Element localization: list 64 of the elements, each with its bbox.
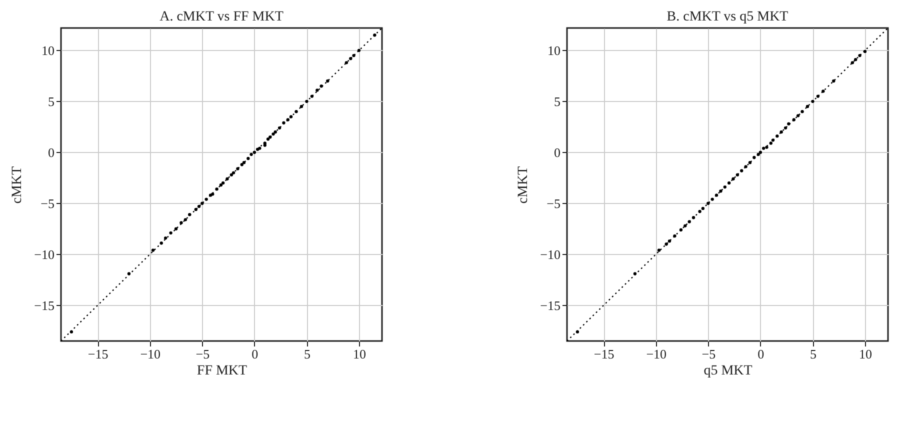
point [784, 126, 788, 130]
chart-title: B. cMKT vs q5 MKT [666, 9, 789, 24]
point [180, 221, 183, 224]
point [278, 126, 282, 130]
x-tick-label: 10 [352, 346, 366, 362]
point [832, 79, 836, 83]
point [684, 224, 687, 228]
y-tick-label: −15 [34, 298, 54, 313]
x-axis-title: q5 MKT [704, 364, 753, 378]
point [151, 248, 155, 252]
y-tick-label: −5 [546, 196, 560, 211]
x-tick-label: 10 [858, 346, 872, 362]
x-tick-label: −5 [196, 346, 210, 362]
x-tick-label: −10 [140, 346, 161, 362]
point [732, 177, 735, 180]
y-tick-label: 10 [548, 42, 560, 58]
point [184, 218, 188, 222]
x-tick-label: −5 [702, 346, 716, 362]
x-axis-title: FF MKT [196, 364, 248, 378]
y-axis-title: cMKT [10, 166, 26, 204]
y-tick-label: −10 [540, 246, 560, 262]
point [236, 167, 240, 170]
point [197, 204, 201, 208]
point [744, 165, 748, 168]
point [780, 130, 783, 134]
x-tick-label: 5 [304, 346, 310, 362]
point [164, 236, 168, 240]
chart-title: A. cMKT vs FF MKT [160, 9, 284, 24]
y-tick-label: 5 [554, 94, 560, 109]
x-tick-label: 5 [810, 346, 816, 362]
point [316, 88, 319, 92]
point [796, 114, 800, 118]
point [657, 248, 661, 252]
point [344, 61, 348, 64]
point [719, 190, 722, 193]
y-tick-label: −10 [34, 246, 54, 262]
point [242, 161, 246, 164]
point [194, 208, 198, 212]
point [850, 61, 854, 64]
x-tick-label: −10 [646, 346, 667, 362]
y-tick-label: 0 [554, 144, 560, 160]
x-tick-label: 0 [252, 346, 258, 362]
point [326, 79, 330, 83]
x-tick-label: 0 [758, 346, 764, 362]
point [174, 227, 178, 230]
point [806, 104, 810, 108]
point [765, 146, 768, 149]
point [226, 177, 229, 180]
y-tick-label: 0 [48, 144, 54, 160]
point [668, 240, 672, 243]
point [352, 54, 356, 58]
point [858, 54, 862, 58]
point [748, 161, 752, 164]
x-tick-label: −15 [88, 346, 108, 362]
x-tick-label: −15 [594, 346, 614, 362]
y-tick-label: 10 [42, 42, 54, 58]
point [664, 242, 668, 246]
point [300, 104, 304, 108]
y-tick-label: −15 [540, 298, 560, 313]
point [822, 90, 825, 93]
y-axis-title: cMKT [516, 166, 532, 204]
point [854, 58, 858, 62]
y-tick-label: 5 [48, 94, 54, 109]
y-tick-label: −5 [40, 196, 54, 211]
